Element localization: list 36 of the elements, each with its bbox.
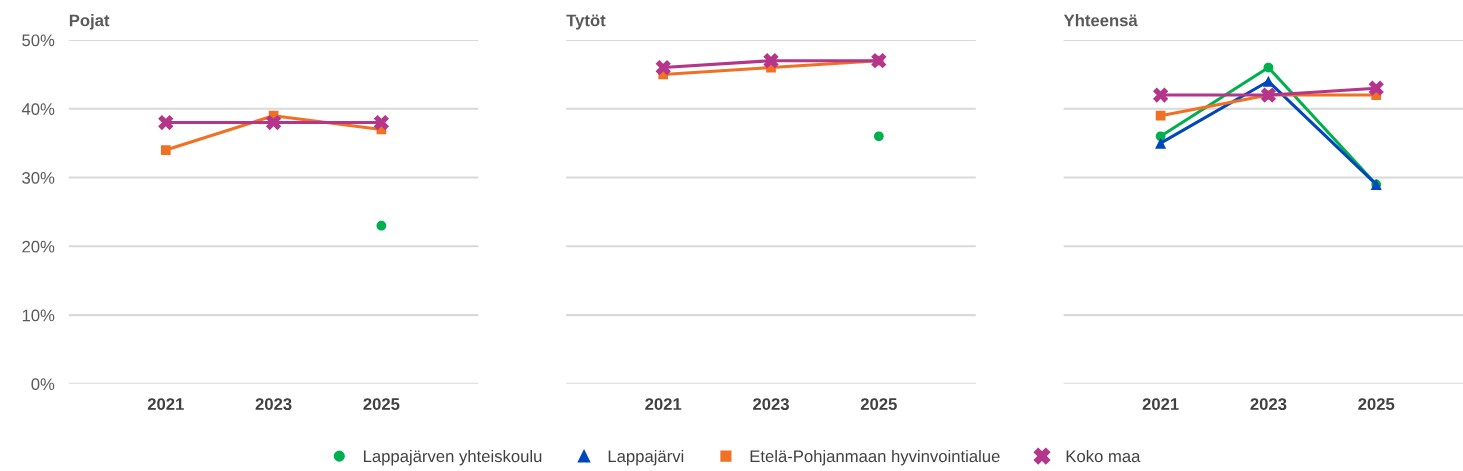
x-tick-label: 2025 bbox=[860, 398, 897, 410]
point bbox=[1155, 110, 1166, 121]
y-tick-label: 10% bbox=[22, 309, 55, 322]
point bbox=[1262, 75, 1274, 87]
y-tick-label: 20% bbox=[22, 240, 55, 253]
point bbox=[158, 114, 174, 131]
point bbox=[655, 59, 671, 76]
point bbox=[1155, 137, 1167, 149]
point bbox=[1152, 87, 1169, 103]
legend-label: Lappajärvi bbox=[608, 449, 684, 466]
legend-label: Koko maa bbox=[1066, 449, 1141, 463]
legend-label: Lappajärven yhteiskoulu bbox=[364, 449, 542, 466]
point bbox=[1368, 80, 1384, 96]
point bbox=[1263, 62, 1274, 73]
point bbox=[376, 220, 387, 231]
x-tick-label: 2021 bbox=[147, 398, 184, 410]
y-tick-label: 50% bbox=[22, 34, 55, 47]
y-tick-label: 0% bbox=[31, 378, 55, 391]
point bbox=[373, 114, 390, 131]
y-tick-label: 30% bbox=[22, 171, 55, 184]
legend-label: Etelä-Pohjanmaan hyvinvointialue bbox=[750, 449, 1000, 466]
point bbox=[160, 145, 171, 155]
x-tick-label: 2021 bbox=[1142, 398, 1179, 410]
point bbox=[265, 114, 282, 131]
y-tick-label: 40% bbox=[21, 103, 55, 115]
x-tick-label: 2021 bbox=[645, 398, 682, 410]
x-tick-label: 2025 bbox=[1358, 398, 1395, 410]
point bbox=[763, 53, 779, 69]
point bbox=[873, 131, 884, 142]
x-tick-label: 2023 bbox=[1250, 398, 1287, 411]
chart-title: Yhteensä bbox=[1063, 14, 1138, 27]
x-tick-label: 2023 bbox=[255, 398, 292, 411]
chart-title: Pojat bbox=[69, 14, 110, 30]
x-tick-label: 2023 bbox=[753, 398, 789, 411]
chart-title: Tytöt bbox=[566, 14, 606, 30]
x-tick-label: 2025 bbox=[363, 398, 400, 410]
